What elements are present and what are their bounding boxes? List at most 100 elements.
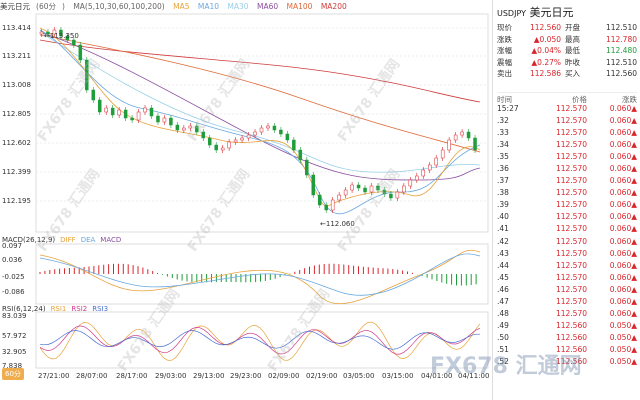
x-tick: 28/07:00 <box>76 372 107 380</box>
candle-body <box>427 164 432 171</box>
tick-time: .51 <box>497 344 509 354</box>
candle-body <box>356 184 361 189</box>
chart-svg: 113.414 113.211 113.008 112.805 112.602 … <box>2 13 489 380</box>
candle-body <box>91 89 96 101</box>
tick-price: 112.570 <box>555 188 587 198</box>
tick-change: 0.060▲ <box>609 236 637 246</box>
candle-body <box>169 117 173 126</box>
tick-price: 112.570 <box>555 200 587 210</box>
tick-price: 112.570 <box>555 224 587 234</box>
tick-row: .35 112.570 0.060▲ <box>497 151 637 163</box>
y-tick: 32.905 <box>2 348 27 356</box>
candle-body <box>369 185 374 193</box>
quote-key: 涨幅 <box>497 46 512 55</box>
tick-time: .35 <box>497 152 509 162</box>
tick-price: 112.570 <box>555 152 587 162</box>
tick-row: 15:27 112.570 0.060▲ <box>497 103 637 115</box>
ma60-line <box>39 31 481 181</box>
tick-price: 112.570 <box>555 272 587 282</box>
candle-body <box>46 31 50 35</box>
tick-change: 0.060▲ <box>609 164 637 174</box>
candle-body <box>97 99 102 113</box>
candle-body <box>389 193 393 199</box>
tick-row: .40 112.570 0.060▲ <box>497 211 637 223</box>
tick-row: .48 112.570 0.060▲ <box>497 308 637 320</box>
candle-body <box>85 59 89 91</box>
y-tick: 112.805 <box>2 110 31 118</box>
candle-body <box>123 109 128 119</box>
quote-row: 涨幅 ▲0.04% 最低 112.480 <box>497 45 639 57</box>
macd-dea-line <box>39 253 481 296</box>
candle-body <box>382 189 387 195</box>
candle-body <box>285 133 290 141</box>
candlesticks <box>39 27 477 213</box>
ma60-legend: MA60 <box>256 2 279 11</box>
tick-row: .32 112.570 0.060▲ <box>497 115 637 127</box>
candle-body <box>72 39 76 46</box>
candle-body <box>182 127 186 131</box>
tick-price: 112.570 <box>555 284 587 294</box>
rsi-header: RSI(6,12,24) RSI1 RSI2 RSI3 <box>2 305 113 313</box>
tick-row: .50 112.560 0.050▲ <box>497 332 637 344</box>
tick-time: .48 <box>497 308 509 318</box>
candle-body <box>156 115 160 123</box>
chart-area[interactable]: 美元日元 (60分) MA(5,10,30,60,100,200) MA5 MA1… <box>0 0 490 400</box>
candle-body <box>434 157 438 166</box>
tick-change: 0.060▲ <box>609 212 637 222</box>
quote-key: 震幅 <box>497 57 512 67</box>
tick-change: 0.060▲ <box>609 200 637 210</box>
tick-time: .36 <box>497 164 509 174</box>
main-y-axis: 113.414 113.211 113.008 112.805 112.602 … <box>2 24 31 205</box>
tick-price: 112.570 <box>555 176 587 186</box>
ma100-legend: MA100 <box>286 2 313 11</box>
tick-row: .46 112.570 0.060▲ <box>497 284 637 296</box>
candle-body <box>473 137 477 151</box>
tick-time: .50 <box>497 332 509 342</box>
tick-price: 112.570 <box>555 140 587 150</box>
quote-row: 涨跌 ▲0.050 最高 112.780 <box>497 34 639 46</box>
ma30-legend: MA30 <box>227 2 249 11</box>
y-tick: 113.008 <box>2 81 31 89</box>
tick-row: .34 112.570 0.060▲ <box>497 139 637 151</box>
chart-title: 美元日元 <box>0 2 30 11</box>
candle-body <box>227 141 231 149</box>
candle-body <box>343 189 348 196</box>
tick-change: 0.050▲ <box>609 356 637 366</box>
tick-price: 112.570 <box>555 164 587 174</box>
candle-body <box>460 131 464 136</box>
x-tick: 28/17:00 <box>116 372 147 380</box>
tick-row: .52 112.560 0.050▲ <box>497 356 637 368</box>
ma30-line <box>39 31 481 173</box>
candle-body <box>253 131 257 136</box>
tick-change: 0.060▲ <box>609 140 637 150</box>
x-tick: 02/09:00 <box>268 372 299 380</box>
tick-price: 112.570 <box>555 104 587 113</box>
quote-value: 112.560 <box>529 23 561 32</box>
rsi3-legend: RSI3 <box>92 305 109 313</box>
symbol-name: 美元日元 <box>529 6 574 19</box>
quote-value: ▲0.04% <box>531 46 561 55</box>
tick-change: 0.060▲ <box>609 152 637 162</box>
quote-sidebar: USDJPY 美元日元 现价 112.560 开盘 112.510 涨跌 ▲0.050 最高… <box>492 0 640 400</box>
tick-time: .38 <box>497 188 509 198</box>
tick-time: .39 <box>497 200 509 210</box>
candle-body <box>266 125 270 129</box>
period-button[interactable]: 60分 <box>2 368 24 380</box>
quote-key: 开盘 <box>565 23 580 32</box>
x-tick: 03/15:00 <box>382 372 413 380</box>
rsi1-line <box>39 321 481 361</box>
y-tick: 112.195 <box>2 197 31 205</box>
candle-body <box>175 124 180 131</box>
candle-body <box>78 44 83 61</box>
tick-price: 112.570 <box>555 260 587 270</box>
tick-row: .43 112.570 0.060▲ <box>497 248 637 260</box>
x-tick: 04/11:00 <box>458 372 489 380</box>
macd-macd-legend: MACD <box>100 236 122 244</box>
tick-price: 112.570 <box>555 248 587 258</box>
main-panel-frame <box>35 13 489 233</box>
tick-time: .37 <box>497 176 509 186</box>
tick-change: 0.050▲ <box>609 344 637 354</box>
x-tick: 29/13:00 <box>193 372 224 380</box>
tick-list[interactable]: 15:27 112.570 0.060▲ .32 112.570 0.060▲ .33 112… <box>497 103 637 368</box>
tick-header-time: 时间 <box>497 95 512 104</box>
